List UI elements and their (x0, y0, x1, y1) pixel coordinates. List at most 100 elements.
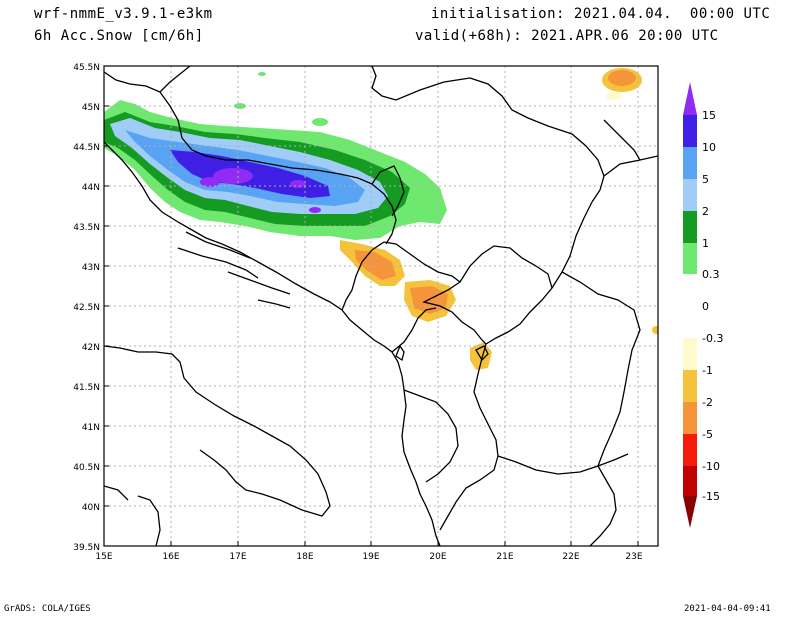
lat-label: 40N (82, 503, 100, 513)
lat-label: 43.5N (73, 223, 100, 233)
lat-label: 40.5N (73, 463, 100, 473)
colorbar-swatch (683, 338, 697, 370)
colorbar-swatch (683, 434, 697, 466)
colorbar-label: -0.3 (702, 332, 723, 345)
snow-patch (652, 326, 658, 334)
lon-label: 23E (625, 552, 642, 562)
border (341, 241, 461, 311)
border (603, 155, 658, 177)
border (459, 245, 553, 289)
snow-core (200, 177, 220, 187)
border (485, 201, 593, 345)
coastline (137, 495, 161, 546)
lat-labels: 45.5N 45N 44.5N 44N 43.5N 43N 42.5N 42N … (73, 63, 100, 553)
border (403, 389, 459, 483)
lat-label: 44N (82, 183, 100, 193)
lon-labels: 15E 16E 17E 18E 19E 20E 21E 22E 23E (95, 552, 642, 562)
lat-label: 39.5N (73, 543, 100, 553)
melt-patch (608, 70, 636, 86)
border (497, 453, 629, 475)
colorbar-bottom-arrow (683, 496, 697, 528)
field-title: 6h Acc.Snow [cm/6h] (34, 28, 204, 44)
footer-timestamp: 2021-04-04-09:41 (684, 604, 771, 614)
lon-label: 17E (229, 552, 246, 562)
border (422, 281, 487, 345)
lake (475, 345, 489, 362)
map-grid (104, 66, 658, 546)
colorbar-label: 1 (702, 237, 709, 250)
border (371, 66, 471, 101)
snow-core (213, 168, 253, 184)
lake (395, 344, 405, 362)
border (371, 165, 405, 217)
colorbar-label: 10 (702, 141, 716, 154)
coastlines-borders (104, 66, 658, 546)
colorbar-label: -5 (702, 428, 713, 441)
colorbar-swatch (683, 115, 697, 147)
colorbar-label: 5 (702, 173, 709, 186)
lat-label: 45N (82, 103, 100, 113)
coastline (589, 465, 617, 546)
lat-label: 41.5N (73, 383, 100, 393)
island (177, 247, 259, 279)
island (185, 231, 251, 259)
coastline (104, 141, 441, 546)
snow-patch (312, 118, 328, 126)
lat-label: 44.5N (73, 143, 100, 153)
border (603, 119, 641, 161)
colorbar-swatch (683, 243, 697, 274)
colorbar: 15 10 5 2 1 0.3 0 -0.3 -1 -2 -5 -10 -15 (683, 82, 723, 528)
lat-label: 41N (82, 423, 100, 433)
colorbar-swatch (683, 466, 697, 496)
border (439, 343, 499, 531)
colorbar-swatch (683, 147, 697, 179)
axis-ticks (104, 105, 639, 546)
colorbar-label: -1 (702, 364, 713, 377)
colorbar-swatch (683, 179, 697, 211)
colorbar-label: -2 (702, 396, 713, 409)
colorbar-swatch (683, 402, 697, 434)
colorbar-label: 0 (702, 300, 709, 313)
colorbar-label: 15 (702, 109, 716, 122)
lat-label: 42N (82, 343, 100, 353)
colorbar-label: 0.3 (702, 268, 720, 281)
melt-patch (606, 92, 622, 100)
colorbar-swatch (683, 211, 697, 243)
melt-area-yellow (470, 342, 492, 370)
lat-label: 42.5N (73, 303, 100, 313)
lon-label: 16E (162, 552, 179, 562)
border (561, 271, 641, 467)
lon-label: 20E (429, 552, 446, 562)
colorbar-swatch (683, 274, 697, 306)
lon-label: 18E (296, 552, 313, 562)
lon-label: 21E (496, 552, 513, 562)
lon-label: 15E (95, 552, 112, 562)
border (104, 71, 397, 245)
valid-time: valid(+68h): 2021.APR.06 20:00 UTC (415, 28, 719, 44)
colorbar-swatch (683, 370, 697, 402)
colorbar-label: -15 (702, 490, 720, 503)
snow-core (290, 180, 306, 188)
lat-label: 43N (82, 263, 100, 273)
island (227, 271, 291, 295)
border (159, 66, 191, 93)
snow-field (104, 68, 658, 370)
lat-label: 45.5N (73, 63, 100, 73)
snow-patch (258, 72, 266, 76)
colorbar-top-arrow (683, 82, 697, 115)
border (469, 77, 605, 203)
island (257, 299, 291, 309)
coastline (104, 345, 331, 517)
snow-core (309, 207, 321, 213)
init-time: initialisation: 2021.04.04. 00:00 UTC (431, 6, 771, 22)
model-title: wrf-nmmE_v3.9.1-e3km (34, 6, 213, 22)
lon-label: 19E (362, 552, 379, 562)
footer-credit: GrADS: COLA/IGES (4, 604, 91, 614)
colorbar-label: -10 (702, 460, 720, 473)
lon-label: 22E (562, 552, 579, 562)
colorbar-label: 2 (702, 205, 709, 218)
colorbar-swatch (683, 306, 697, 338)
coastline (104, 485, 129, 501)
border (391, 307, 437, 353)
